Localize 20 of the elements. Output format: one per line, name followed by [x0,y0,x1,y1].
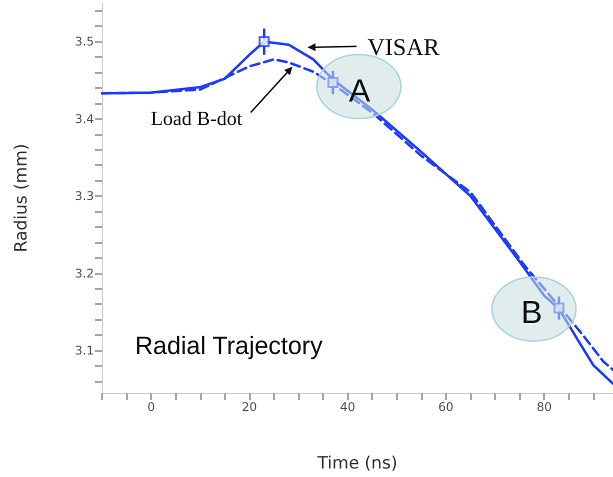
x-axis-title: Time (ns) [316,454,398,474]
annotation: VISAR [368,34,440,61]
x-tick-label: 80 [536,400,552,414]
point [327,77,338,88]
y-axis-title: Radius (mm) [12,144,32,252]
x-tick-label: 60 [438,400,454,414]
annotation: A [348,72,371,109]
annotation: B [520,294,542,330]
annotation: Radial Trajectory [135,332,324,360]
y-tick-label: 3.4 [74,112,94,126]
y-tick-label: 3.2 [74,266,94,280]
point [553,302,564,314]
y-tick-label: 3.1 [74,344,94,358]
x-tick-label: 20 [242,400,258,414]
y-tick-label: 3.3 [74,189,94,204]
annotation: Load B-dot [150,108,243,130]
x-tick-label: 40 [340,400,356,414]
point [258,36,270,48]
x-tick-label: 0 [147,400,155,414]
y-tick-label: 3.5 [74,34,94,49]
